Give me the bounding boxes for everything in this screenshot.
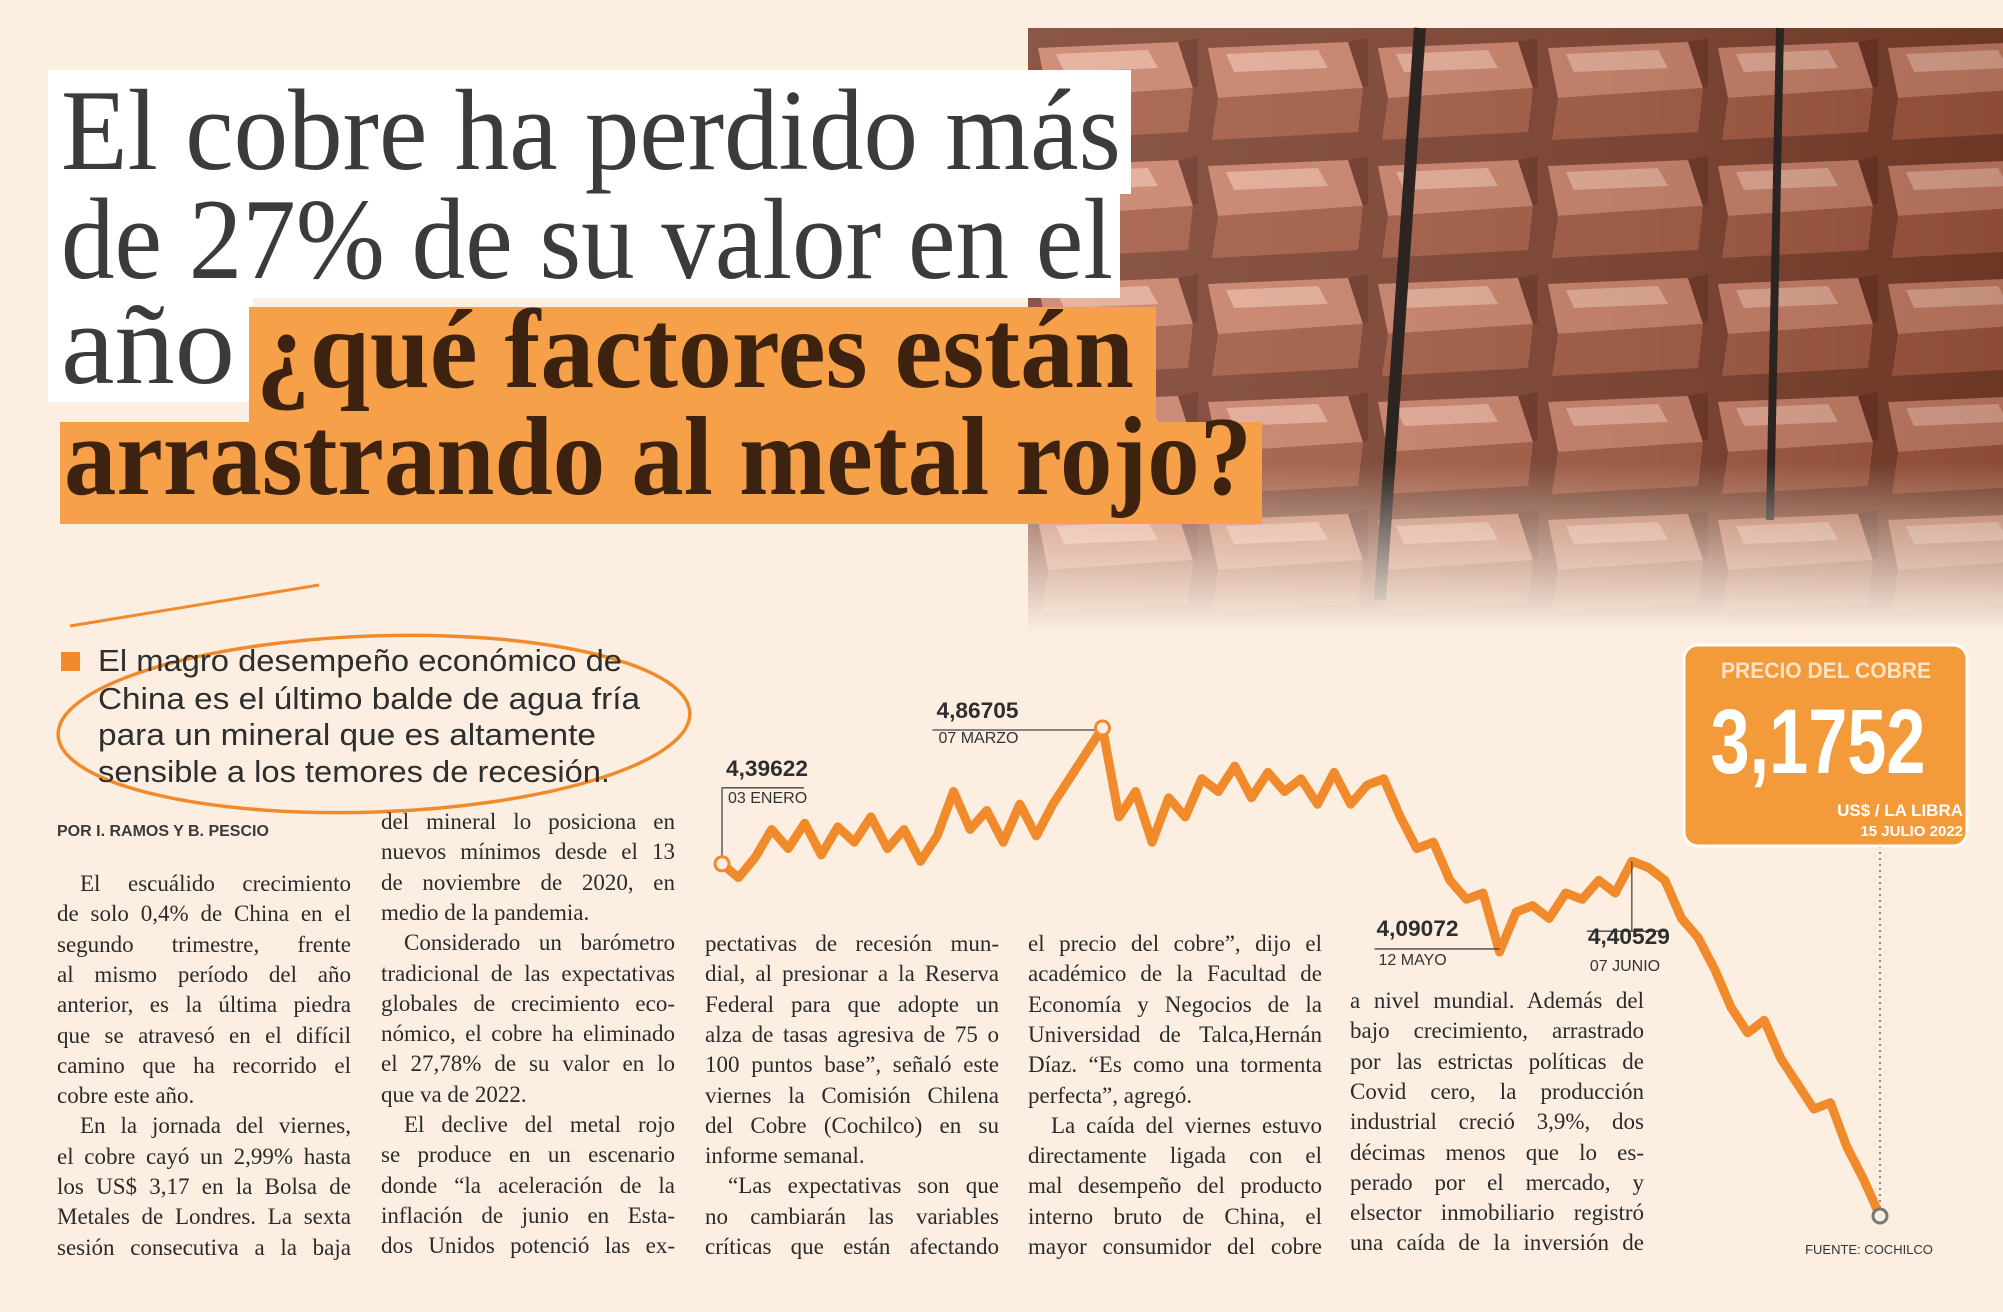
body-line: perfecta”, agregó. xyxy=(1028,1082,1193,1108)
body-line: a nivel mundial. Además del xyxy=(1350,988,1644,1013)
headline-highlight: ¿qué factores están xyxy=(256,288,1134,412)
point-marker xyxy=(1871,1207,1889,1225)
value-label: 4,09072 xyxy=(1377,916,1459,941)
body-line: anterior, es la última piedra xyxy=(57,992,351,1018)
body-line: 100 puntos base”, señaló este xyxy=(705,1052,999,1078)
body-line: nuevos mínimos desde el 13 xyxy=(381,839,675,865)
body-line: décimas menos que lo es- xyxy=(1350,1139,1644,1165)
body-line: al mismo período del año xyxy=(57,961,351,987)
date-label: 03 ENERO xyxy=(728,790,807,807)
body-line: Considerado un barómetro xyxy=(404,930,675,956)
body-line: Federal para que adopte un xyxy=(705,991,999,1017)
body-line: mayor consumidor del cobre xyxy=(1028,1234,1322,1259)
body-line: camino que ha recorrido el xyxy=(57,1052,351,1078)
body-line: que va de 2022. xyxy=(381,1081,527,1107)
photo xyxy=(1028,27,2003,632)
headline-line: El cobre ha perdido más xyxy=(61,67,1121,194)
headline-highlight: arrastrando al metal rojo? xyxy=(64,395,1252,519)
body-line: globales de crecimiento eco- xyxy=(381,990,675,1016)
body-line: el 27,78% de su valor en lo xyxy=(381,1051,675,1077)
point-marker xyxy=(713,855,731,873)
value-label: 4,39622 xyxy=(726,756,808,781)
current-price: 3,1752 xyxy=(1711,691,1926,793)
unit-label: US$ / LA LIBRA xyxy=(1837,801,1963,820)
body-line: los US$ 3,17 en la Bolsa de xyxy=(57,1174,351,1199)
date-label: 12 MAYO xyxy=(1379,952,1447,969)
body-line: bajo crecimiento, arrastrado xyxy=(1350,1018,1644,1044)
body-line: dial, al presionar a la Reserva xyxy=(705,961,999,987)
price-line xyxy=(717,723,1885,1221)
price-box xyxy=(1682,643,1969,848)
body-line: pectativas de recesión mun- xyxy=(705,931,999,956)
body-line: perado por el mercado, y xyxy=(1350,1169,1644,1195)
body-line: La caída del viernes estuvo xyxy=(1051,1112,1322,1138)
source: FUENTE: COCHILCO xyxy=(1805,1242,1933,1257)
point-marker xyxy=(1093,719,1111,737)
body-line: Economía y Negocios de la xyxy=(1028,991,1322,1017)
body-line: una caída de la inversión de xyxy=(1350,1230,1644,1256)
body-line: cobre este año. xyxy=(57,1083,195,1109)
body-line: donde “la aceleración de la xyxy=(381,1172,675,1198)
lead: El magro desempeño económico de China es… xyxy=(56,583,692,815)
body-line: Díaz. “Es como una tormenta xyxy=(1028,1052,1322,1078)
body-line: del mineral lo posiciona en xyxy=(381,809,675,834)
body-line: elsector inmobiliario registró xyxy=(1350,1200,1644,1226)
lead-line: China es el último balde de agua fría xyxy=(98,681,641,716)
body-line: El declive del metal rojo xyxy=(404,1112,675,1137)
headline-line: año xyxy=(61,281,235,408)
body-line: académico de la Facultad de xyxy=(1028,961,1322,987)
body-line: alza de tasas agresiva de 75 o xyxy=(705,1021,999,1047)
body-line: Metales de Londres. La sexta xyxy=(57,1204,351,1230)
body-line: inflación de junio en Esta- xyxy=(381,1202,675,1228)
body-line: el precio del cobre”, dijo el xyxy=(1028,931,1322,956)
headline-line: de 27% de su valor en el xyxy=(61,176,1113,303)
body-line: interno bruto de China, el xyxy=(1028,1203,1322,1229)
body-line: “Las expectativas son que xyxy=(728,1173,999,1199)
body-line: viernes la Comisión Chilena xyxy=(705,1082,999,1108)
body-line: Covid cero, la producción xyxy=(1350,1078,1644,1104)
date-label: 07 MARZO xyxy=(938,730,1018,747)
lead-line: El magro desempeño económico de xyxy=(98,643,622,678)
body-line: nómico, el cobre ha eliminado xyxy=(381,1021,675,1047)
body-line: Universidad de Talca,Hernán xyxy=(1028,1021,1322,1047)
chart-title: PRECIO DEL COBRE xyxy=(1721,658,1931,683)
body-line: tradicional de las expectativas xyxy=(381,960,675,986)
body-line: sesión consecutiva a la baja xyxy=(57,1234,351,1260)
body-line: medio de la pandemia. xyxy=(381,899,590,925)
body-line: por las estrictas políticas de xyxy=(1350,1048,1644,1074)
price-date: 15 JULIO 2022 xyxy=(1860,823,1963,840)
body-line: el cobre cayó un 2,99% hasta xyxy=(57,1143,351,1169)
body-line: de solo 0,4% de China en el xyxy=(57,901,351,927)
value-label: 4,40529 xyxy=(1588,924,1670,949)
value-label: 4,86705 xyxy=(936,698,1018,723)
body-line: informe semanal. xyxy=(705,1143,865,1169)
body-line: industrial creció 3,9%, dos xyxy=(1350,1109,1644,1135)
body-line: de noviembre de 2020, en xyxy=(381,869,675,895)
chart: PRECIO DEL COBRE 3,1752 US$ / LA LIBRA 1… xyxy=(713,643,1969,1257)
body-line: que se atravesó en el difícil xyxy=(57,1022,351,1048)
body-line: En la jornada del viernes, xyxy=(80,1113,351,1139)
body-line: no cambiarán las variables xyxy=(705,1203,999,1229)
body-line: mal desempeño del producto xyxy=(1028,1173,1322,1199)
body-line: directamente ligada con el xyxy=(1028,1143,1322,1169)
lead-line: para un mineral que es altamente xyxy=(98,717,596,752)
body-line: dos Unidos potenció las ex- xyxy=(381,1233,675,1259)
byline: POR I. RAMOS Y B. PESCIO xyxy=(57,823,269,840)
body-line: se produce en un escenario xyxy=(381,1142,675,1168)
body-line: segundo trimestre, frente xyxy=(57,931,351,957)
headline: El cobre ha perdido más de 27% de su val… xyxy=(48,67,1262,524)
body-line: El escuálido crecimiento xyxy=(80,871,351,896)
lead-line: sensible a los temores de recesión. xyxy=(98,754,610,789)
body-line: del Cobre (Cochilco) en su xyxy=(705,1112,999,1138)
date-label: 07 JUNIO xyxy=(1590,958,1660,975)
body-line: críticas que están afectando xyxy=(705,1234,999,1259)
